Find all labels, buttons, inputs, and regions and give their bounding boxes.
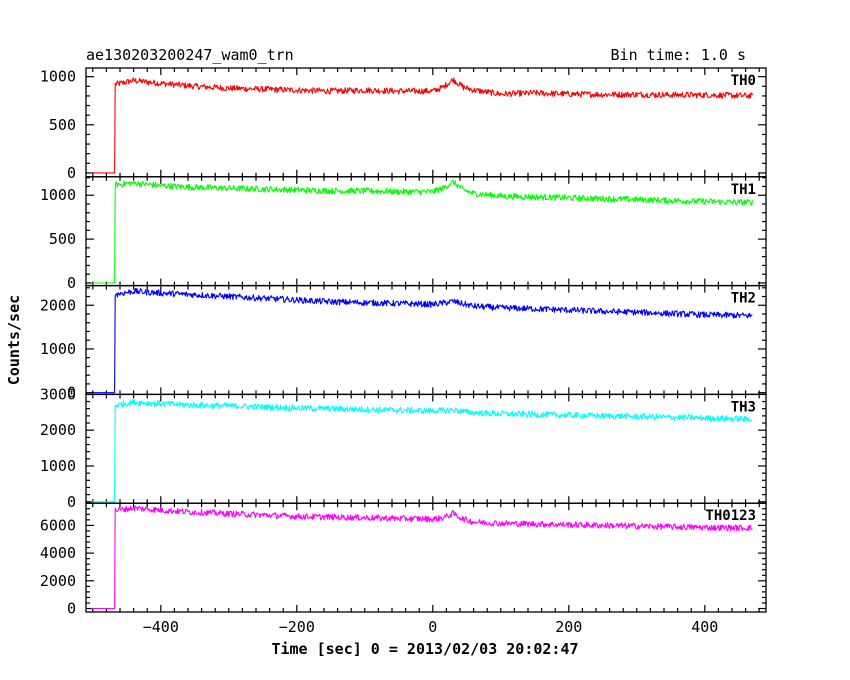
series-line-th0123 [91, 505, 753, 610]
panel-label-th0: TH0 [731, 73, 756, 89]
series-line-th0 [91, 77, 753, 174]
y-tick-label: 6000 [40, 516, 76, 534]
y-tick-label: 0 [67, 384, 76, 402]
bin-time-label: Bin time: 1.0 s [611, 46, 746, 64]
panel-th1: 0 500 1000 TH1 [40, 176, 767, 292]
chart-title: ae130203200247_wam0_trn [86, 46, 294, 64]
y-tick-label: 1000 [40, 186, 76, 204]
x-tick-label: 400 [691, 618, 718, 636]
y-tick-label: 0 [67, 274, 76, 292]
y-tick-label: 500 [49, 116, 76, 134]
panel-th0: 0 500 1000 TH0 [40, 67, 767, 182]
x-tick-label: −400 [143, 618, 179, 636]
y-tick-label: 500 [49, 230, 76, 248]
panel-th3: 0 1000 2000 3000 TH3 [40, 385, 767, 511]
x-axis-label: Time [sec] 0 = 2013/02/03 20:02:47 [271, 640, 578, 658]
panel-frame [85, 502, 767, 613]
series-line-th2 [91, 287, 753, 394]
y-tick-label: 0 [67, 164, 76, 182]
panel-frame [85, 284, 767, 396]
y-tick-label: 4000 [40, 544, 76, 562]
panel-label-th0123: TH0123 [705, 508, 756, 524]
y-tick-label: 1000 [40, 68, 76, 86]
panel-label-th1: TH1 [731, 182, 756, 198]
y-tick-label: 1000 [40, 340, 76, 358]
y-tick-label: 2000 [40, 421, 76, 439]
y-tick-label: 1000 [40, 457, 76, 475]
y-tick-label: 2000 [40, 572, 76, 590]
x-tick-label: 200 [555, 618, 582, 636]
panels: 0 500 1000 TH0 0 500 1000 TH1 0 1000 2000 TH2 0 1000 2… [40, 67, 767, 618]
panel-frame [85, 176, 767, 287]
y-tick-label: 2000 [40, 296, 76, 314]
panel-label-th2: TH2 [731, 291, 756, 307]
y-tick-label: 0 [67, 600, 76, 618]
panel-th2: 0 1000 2000 TH2 [40, 284, 767, 402]
series-line-th3 [91, 399, 753, 503]
y-tick-label: 0 [67, 493, 76, 511]
panel-th0123: 0 2000 4000 6000 TH0123 [40, 502, 767, 618]
y-axis-label: Counts/sec [5, 295, 23, 385]
x-tick-label: −200 [279, 618, 315, 636]
series-line-th1 [91, 179, 753, 284]
x-axis-ticklabels: −400 −200 0 200 400 [143, 618, 719, 636]
x-tick-label: 0 [428, 618, 437, 636]
panel-label-th3: TH3 [731, 399, 756, 415]
y-tick-label: 3000 [40, 385, 76, 403]
